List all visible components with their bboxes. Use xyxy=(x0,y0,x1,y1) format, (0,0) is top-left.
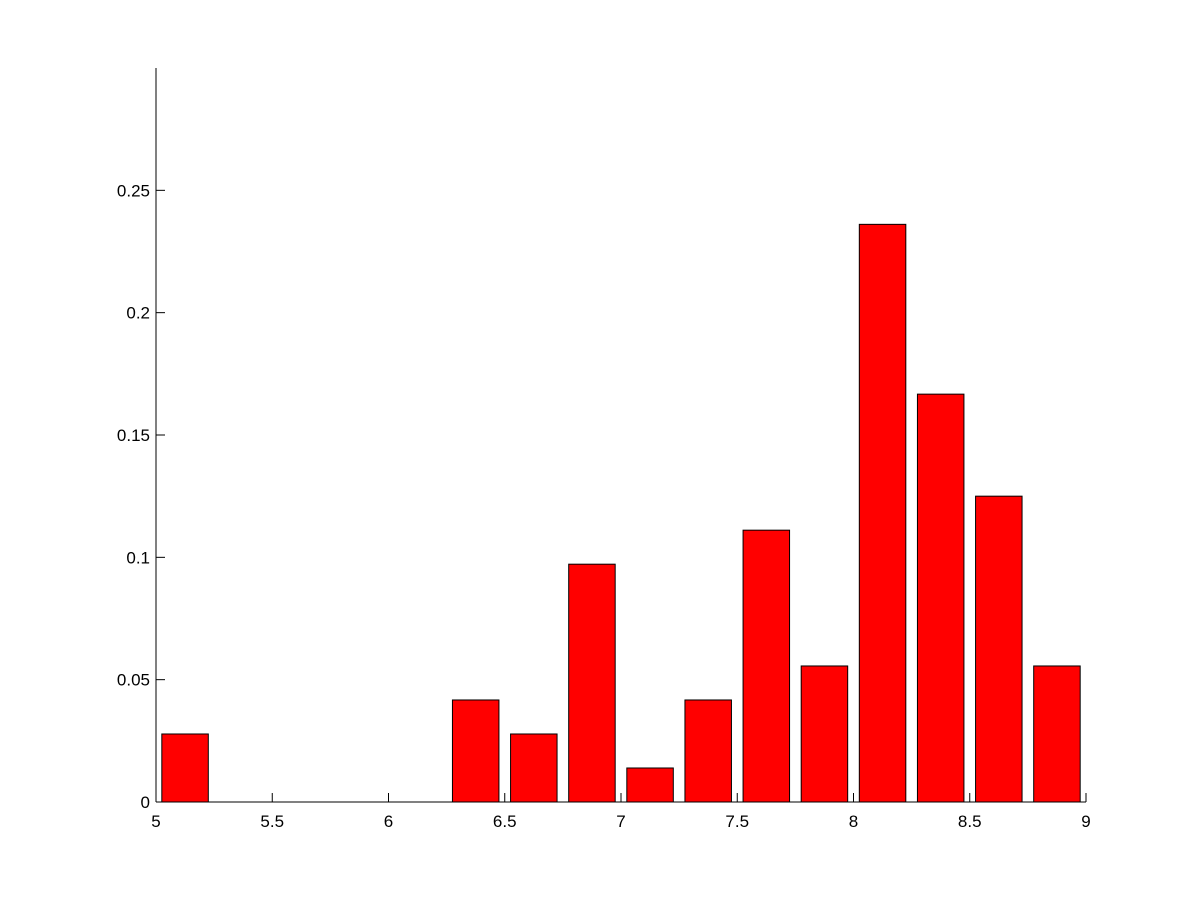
y-tick-label: 0.2 xyxy=(126,304,150,323)
bar xyxy=(568,563,616,803)
x-tick-label: 6 xyxy=(384,812,393,831)
x-tick-label: 9 xyxy=(1081,812,1090,831)
bar xyxy=(451,699,500,803)
bar xyxy=(742,529,791,803)
x-tick-label: 8.5 xyxy=(958,812,982,831)
y-tick-label: 0 xyxy=(141,793,150,812)
bar xyxy=(684,699,732,803)
x-tick-label: 8 xyxy=(849,812,858,831)
bar xyxy=(975,495,1023,803)
x-tick-label: 5.5 xyxy=(260,812,284,831)
x-tick-label: 7 xyxy=(616,812,625,831)
x-tick-label: 5 xyxy=(151,812,160,831)
x-tick-label: 6.5 xyxy=(493,812,517,831)
bar xyxy=(916,393,965,803)
x-tick-label: 7.5 xyxy=(725,812,749,831)
bar xyxy=(1033,665,1081,803)
bar xyxy=(161,733,209,803)
bar xyxy=(800,665,849,803)
y-tick-label: 0.25 xyxy=(117,181,150,200)
y-tick-label: 0.15 xyxy=(117,426,150,445)
y-tick-label: 0.05 xyxy=(117,671,150,690)
bar xyxy=(626,767,674,803)
bar xyxy=(510,733,558,803)
bar xyxy=(858,223,907,803)
y-tick-label: 0.1 xyxy=(126,548,150,567)
